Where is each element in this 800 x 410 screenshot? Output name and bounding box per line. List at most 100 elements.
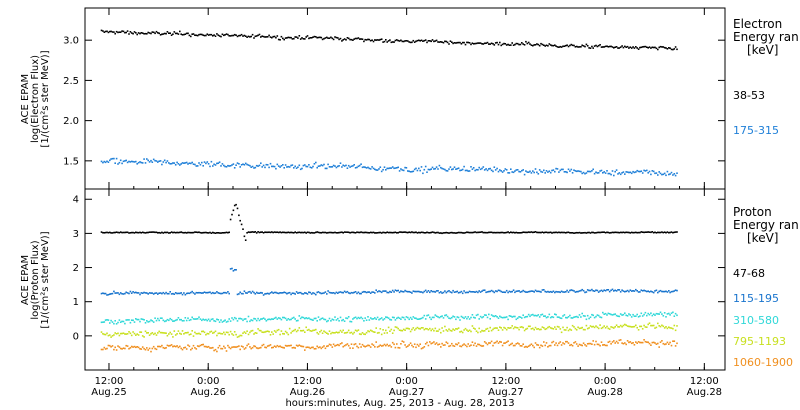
proton-point-47-68	[264, 231, 266, 233]
electron-point-38-53	[566, 44, 568, 46]
proton-point-1060-1900	[162, 346, 165, 349]
proton-point-310-580	[516, 317, 519, 319]
proton-point-795-1193	[170, 333, 173, 335]
proton-point-310-580	[523, 316, 526, 319]
proton-point-1060-1900	[354, 343, 357, 345]
proton-point-47-68	[626, 231, 629, 234]
proton-point-795-1193	[632, 326, 634, 328]
proton-point-47-68	[460, 231, 463, 234]
proton-point-795-1193	[523, 329, 526, 332]
proton-point-310-580	[315, 317, 317, 320]
proton-point-1060-1900	[534, 342, 537, 344]
proton-point-115-195	[188, 292, 191, 295]
proton-point-47-68	[527, 231, 530, 233]
proton-point-115-195	[405, 290, 408, 293]
proton-point-795-1193	[347, 329, 350, 332]
proton-point-1060-1900	[400, 343, 402, 345]
proton-point-47-68	[672, 231, 674, 234]
proton-point-795-1193	[227, 331, 229, 334]
proton-point-47-68	[585, 232, 588, 234]
proton-point-310-580	[173, 320, 176, 322]
proton-point-47-68	[201, 232, 203, 234]
proton-point-115-195	[577, 290, 579, 293]
proton-point-115-195	[137, 292, 140, 294]
proton-point-795-1193	[261, 331, 263, 333]
proton-point-1060-1900	[339, 343, 342, 345]
proton-point-1060-1900	[569, 344, 571, 347]
proton-y-tick-label: 4	[73, 195, 79, 206]
proton-point-310-580	[593, 316, 596, 319]
proton-point-115-195	[658, 290, 660, 293]
electron-point-175-315	[424, 165, 427, 168]
proton-point-310-580	[545, 316, 548, 319]
proton-point-795-1193	[468, 329, 471, 332]
proton-point-795-1193	[132, 331, 134, 333]
proton-point-795-1193	[330, 332, 332, 335]
proton-point-310-580	[196, 318, 199, 320]
proton-point-795-1193	[637, 329, 640, 331]
proton-point-115-195	[559, 291, 562, 294]
proton-point-310-580	[287, 318, 290, 320]
proton-point-1060-1900	[419, 343, 421, 345]
proton-point-1060-1900	[181, 348, 184, 351]
proton-point-795-1193	[538, 328, 541, 331]
proton-point-47-68	[419, 231, 421, 234]
proton-point-115-195	[510, 291, 512, 293]
proton-point-795-1193	[136, 333, 138, 335]
proton-point-1060-1900	[125, 344, 127, 347]
proton-point-47-68	[154, 231, 156, 234]
proton-point-795-1193	[423, 328, 426, 331]
electron-point-175-315	[357, 165, 360, 168]
proton-point-795-1193	[199, 333, 202, 335]
proton-point-47-68	[665, 231, 667, 234]
electron-point-38-53	[560, 46, 563, 48]
proton-point-47-68	[282, 231, 284, 234]
proton-point-115-195	[562, 291, 564, 293]
proton-point-47-68	[180, 231, 182, 233]
proton-point-115-195	[250, 292, 252, 294]
electron-point-38-53	[365, 39, 368, 41]
proton-point-795-1193	[269, 334, 272, 336]
proton-point-310-580	[668, 312, 670, 315]
proton-point-310-580	[327, 319, 329, 322]
proton-point-795-1193	[551, 327, 553, 330]
electron-point-175-315	[349, 166, 351, 168]
electron-point-38-53	[628, 47, 630, 49]
proton-point-795-1193	[144, 330, 147, 333]
electron-point-38-53	[124, 31, 126, 34]
proton-point-115-195	[440, 291, 442, 293]
proton-point-310-580	[151, 320, 154, 322]
proton-point-115-195	[606, 289, 608, 291]
proton-point-310-580	[328, 317, 331, 320]
electron-point-38-53	[232, 34, 235, 37]
electron-point-175-315	[159, 160, 162, 162]
proton-point-47-68	[411, 231, 413, 233]
electron-point-175-315	[212, 165, 214, 167]
proton-point-115-195	[523, 290, 526, 293]
proton-point-310-580	[459, 319, 461, 321]
electron-point-175-315	[575, 170, 578, 173]
proton-point-47-68	[146, 231, 148, 234]
electron-panel-frame	[84, 7, 726, 190]
electron-point-175-315	[608, 172, 611, 175]
proton-point-47-68	[243, 235, 246, 238]
electron-point-38-53	[137, 32, 140, 34]
proton-point-115-195	[614, 289, 616, 292]
proton-point-310-580	[639, 315, 641, 317]
proton-point-795-1193	[266, 330, 269, 332]
proton-point-795-1193	[218, 332, 221, 334]
proton-point-795-1193	[124, 333, 126, 335]
x-tick-time-label: 12:00	[491, 376, 520, 387]
proton-point-795-1193	[106, 332, 108, 335]
proton-point-795-1193	[217, 332, 220, 335]
proton-point-310-580	[132, 319, 134, 322]
proton-point-115-195	[225, 292, 228, 294]
proton-point-310-580	[102, 321, 104, 323]
proton-point-1060-1900	[198, 345, 200, 348]
proton-point-115-195	[284, 291, 287, 294]
proton-point-115-195	[444, 290, 446, 292]
proton-point-115-195	[326, 293, 328, 295]
electron-point-175-315	[198, 162, 200, 164]
proton-point-310-580	[659, 311, 662, 314]
